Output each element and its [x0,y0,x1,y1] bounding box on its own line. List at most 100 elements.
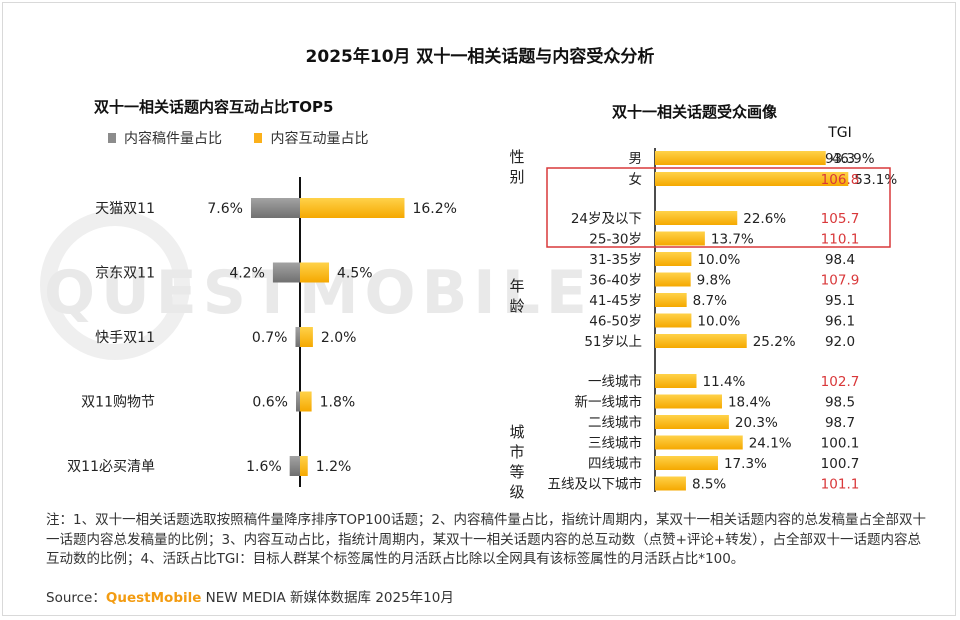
audience-value-label: 13.7% [711,232,754,248]
group-label-char: 年 [509,277,524,295]
source-brand: QuestMobile [105,590,202,606]
audience-category-label: 46-50岁 [589,314,642,330]
audience-bar [655,394,722,409]
audience-bar [655,151,826,165]
audience-value-label: 8.5% [692,477,726,493]
audience-category-label: 一线城市 [588,373,642,390]
tgi-value: 98.4 [825,252,855,268]
audience-value-label: 20.3% [735,415,778,431]
tgi-value: 100.1 [821,436,860,452]
tgi-value: 92.0 [825,334,855,350]
legend-label-posts: 内容稿件量占比 [124,131,222,147]
audience-category-label: 51岁以上 [584,334,642,350]
source-prefix: Source： [46,590,106,606]
data-label-interactions: 4.5% [337,266,373,282]
audience-bar [655,293,687,307]
audience-value-label: 25.2% [753,334,796,350]
audience-category-label: 新一线城市 [575,394,643,411]
group-label-char: 别 [509,168,524,186]
tgi-value: 95.1 [825,293,855,309]
tgi-value: 98.7 [825,415,855,431]
data-label-interactions: 1.8% [320,395,356,411]
legend-label-interactions: 内容互动量占比 [270,131,369,147]
audience-bar [655,374,697,388]
legend-swatch-orange [254,133,263,143]
group-label-char: 城 [509,423,524,441]
audience-bar [655,334,747,348]
source-suffix: NEW MEDIA 新媒体数据库 2025年10月 [201,590,454,606]
audience-category-label: 男 [629,151,643,167]
tgi-value: 96.1 [825,314,855,330]
bar-interactions-share [300,327,313,347]
tgi-value: 102.7 [821,374,860,390]
group-label-char: 市 [509,443,524,461]
audience-bar [655,272,691,287]
audience-category-label: 24岁及以下 [571,211,642,227]
left-chart-legend: 内容稿件量占比 内容互动量占比 [108,128,396,148]
tgi-value: 110.1 [821,232,860,248]
left-category-label: 快手双11 [95,330,155,346]
audience-category-label: 三线城市 [588,435,642,452]
tgi-value: 107.9 [821,273,860,289]
audience-bar [655,252,692,266]
bar-posts-share [250,198,300,218]
audience-value-label: 10.0% [697,252,740,268]
audience-bar [655,313,692,328]
tgi-value: 101.1 [821,477,860,493]
group-label-char: 性 [509,148,524,166]
audience-value-label: 18.4% [728,395,771,411]
highlight-box [546,167,891,248]
right-chart-title: 双十一相关话题受众画像 [612,103,778,121]
legend-item-posts: 内容稿件量占比 [108,128,222,148]
legend-swatch-gray [108,133,116,143]
audience-bar [655,231,705,246]
audience-category-label: 女 [629,171,643,188]
bar-interactions-share [300,262,330,283]
audience-value-label: 17.3% [724,456,767,472]
audience-value-label: 11.4% [702,374,745,390]
bar-interactions-share [300,456,308,476]
audience-bar [655,456,718,470]
group-label-char: 等 [509,463,524,481]
tgi-value: 98.5 [825,395,855,411]
audience-value-label: 9.8% [697,273,731,289]
bar-posts-share [295,327,300,347]
data-label-posts: 7.6% [207,201,243,217]
data-label-interactions: 1.2% [316,459,352,475]
audience-value-label: 22.6% [743,211,786,227]
audience-value-label: 24.1% [749,436,792,452]
left-chart-title: 双十一相关话题内容互动占比TOP5 [94,98,334,116]
left-category-label: 京东双11 [95,266,155,282]
group-label-char: 龄 [509,297,524,315]
bar-posts-share [272,262,300,283]
audience-bar [655,435,743,450]
group-label-char: 级 [509,483,524,501]
left-category-label: 双11购物节 [81,395,155,411]
audience-value-label: 53.1% [854,172,897,188]
left-category-label: 双11必买清单 [67,459,155,475]
data-label-posts: 4.2% [229,266,265,282]
audience-category-label: 25-30岁 [589,232,642,248]
audience-bar [655,211,738,225]
audience-category-label: 二线城市 [588,414,642,431]
legend-item-interactions: 内容互动量占比 [254,128,368,148]
audience-value-label: 46.9% [832,151,875,167]
data-label-interactions: 16.2% [412,201,456,217]
source-line: Source：QuestMobile NEW MEDIA 新媒体数据库 2025… [46,586,454,606]
audience-value-label: 8.7% [693,293,727,309]
left-category-label: 天猫双11 [95,201,155,217]
audience-bar [655,415,729,429]
bar-interactions-share [300,198,405,218]
data-label-posts: 0.7% [252,330,288,346]
tgi-value: 105.7 [821,211,860,227]
data-label-posts: 0.6% [252,395,288,411]
audience-bar [655,172,849,186]
tgi-value: 100.7 [821,456,860,472]
audience-bar [655,476,686,491]
audience-category-label: 41-45岁 [589,293,642,309]
bar-posts-share [289,456,300,476]
audience-category-label: 五线及以下城市 [548,476,643,493]
figure-title: 2025年10月 双十一相关话题与内容受众分析 [305,47,655,67]
